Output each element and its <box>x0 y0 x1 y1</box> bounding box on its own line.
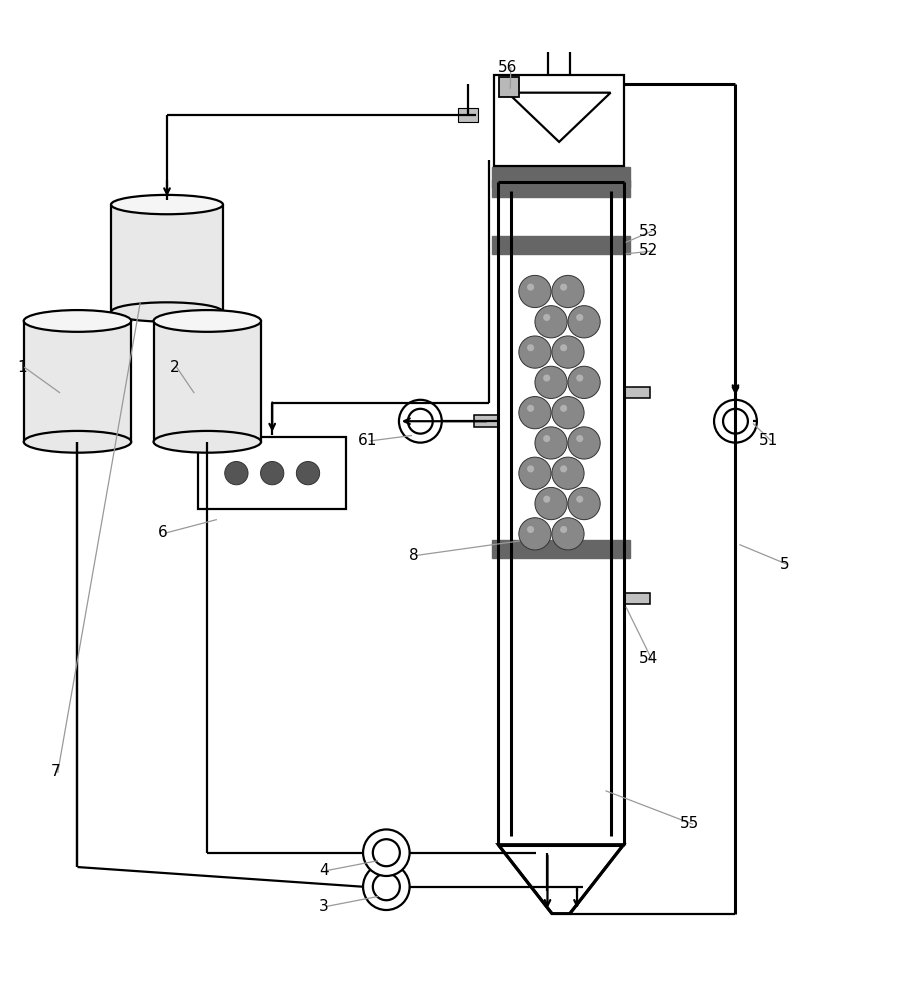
Ellipse shape <box>111 302 223 322</box>
Circle shape <box>535 366 568 398</box>
Circle shape <box>714 400 757 443</box>
Polygon shape <box>507 93 611 142</box>
Circle shape <box>535 487 568 520</box>
Circle shape <box>543 374 550 382</box>
Circle shape <box>560 465 568 472</box>
Text: 3: 3 <box>319 899 329 914</box>
Circle shape <box>363 863 409 910</box>
Polygon shape <box>623 593 650 604</box>
Circle shape <box>519 518 551 550</box>
Polygon shape <box>198 437 346 509</box>
Circle shape <box>260 462 284 485</box>
Circle shape <box>568 427 600 459</box>
Text: 2: 2 <box>170 360 180 375</box>
Text: 51: 51 <box>759 433 778 448</box>
Polygon shape <box>154 321 261 442</box>
Circle shape <box>568 487 600 520</box>
Circle shape <box>543 435 550 442</box>
Ellipse shape <box>111 195 223 214</box>
Polygon shape <box>492 540 629 558</box>
Circle shape <box>577 435 584 442</box>
Polygon shape <box>492 236 629 254</box>
Circle shape <box>543 496 550 503</box>
Circle shape <box>560 344 568 351</box>
Text: 53: 53 <box>638 224 658 239</box>
Circle shape <box>224 462 248 485</box>
Polygon shape <box>111 205 223 312</box>
Polygon shape <box>498 845 623 914</box>
Circle shape <box>552 518 584 550</box>
Circle shape <box>560 284 568 291</box>
Text: 52: 52 <box>638 243 658 258</box>
Circle shape <box>373 873 400 900</box>
Circle shape <box>519 275 551 308</box>
Polygon shape <box>492 180 629 197</box>
Circle shape <box>519 457 551 489</box>
Circle shape <box>519 397 551 429</box>
Text: 5: 5 <box>780 557 790 572</box>
Polygon shape <box>474 415 498 427</box>
Polygon shape <box>458 108 478 122</box>
Ellipse shape <box>154 310 261 332</box>
Circle shape <box>552 275 584 308</box>
Circle shape <box>552 397 584 429</box>
Circle shape <box>552 457 584 489</box>
Circle shape <box>560 526 568 533</box>
Circle shape <box>535 427 568 459</box>
Polygon shape <box>498 77 519 97</box>
Circle shape <box>568 366 600 398</box>
Text: 55: 55 <box>680 816 700 831</box>
Text: 4: 4 <box>319 863 329 878</box>
Circle shape <box>527 465 534 472</box>
Circle shape <box>568 306 600 338</box>
Ellipse shape <box>23 431 131 453</box>
Circle shape <box>577 314 584 321</box>
Ellipse shape <box>23 310 131 332</box>
Circle shape <box>577 496 584 503</box>
Ellipse shape <box>154 431 261 453</box>
Circle shape <box>527 284 534 291</box>
Circle shape <box>527 526 534 533</box>
Circle shape <box>535 306 568 338</box>
Text: 6: 6 <box>158 525 168 540</box>
Circle shape <box>399 400 442 443</box>
Circle shape <box>560 405 568 412</box>
Text: 54: 54 <box>638 651 658 666</box>
Circle shape <box>519 336 551 368</box>
Circle shape <box>527 405 534 412</box>
Circle shape <box>363 829 409 876</box>
Text: 8: 8 <box>409 548 418 563</box>
Circle shape <box>296 462 320 485</box>
Polygon shape <box>492 167 629 187</box>
Polygon shape <box>494 75 624 166</box>
Circle shape <box>543 314 550 321</box>
Text: 56: 56 <box>498 60 517 75</box>
Polygon shape <box>23 321 131 442</box>
Text: 1: 1 <box>17 360 27 375</box>
Text: 61: 61 <box>357 433 377 448</box>
Circle shape <box>577 374 584 382</box>
Circle shape <box>408 409 433 434</box>
Circle shape <box>527 344 534 351</box>
Circle shape <box>723 409 748 434</box>
Circle shape <box>552 336 584 368</box>
Polygon shape <box>623 387 650 398</box>
Text: 7: 7 <box>50 764 60 779</box>
Circle shape <box>373 839 400 866</box>
